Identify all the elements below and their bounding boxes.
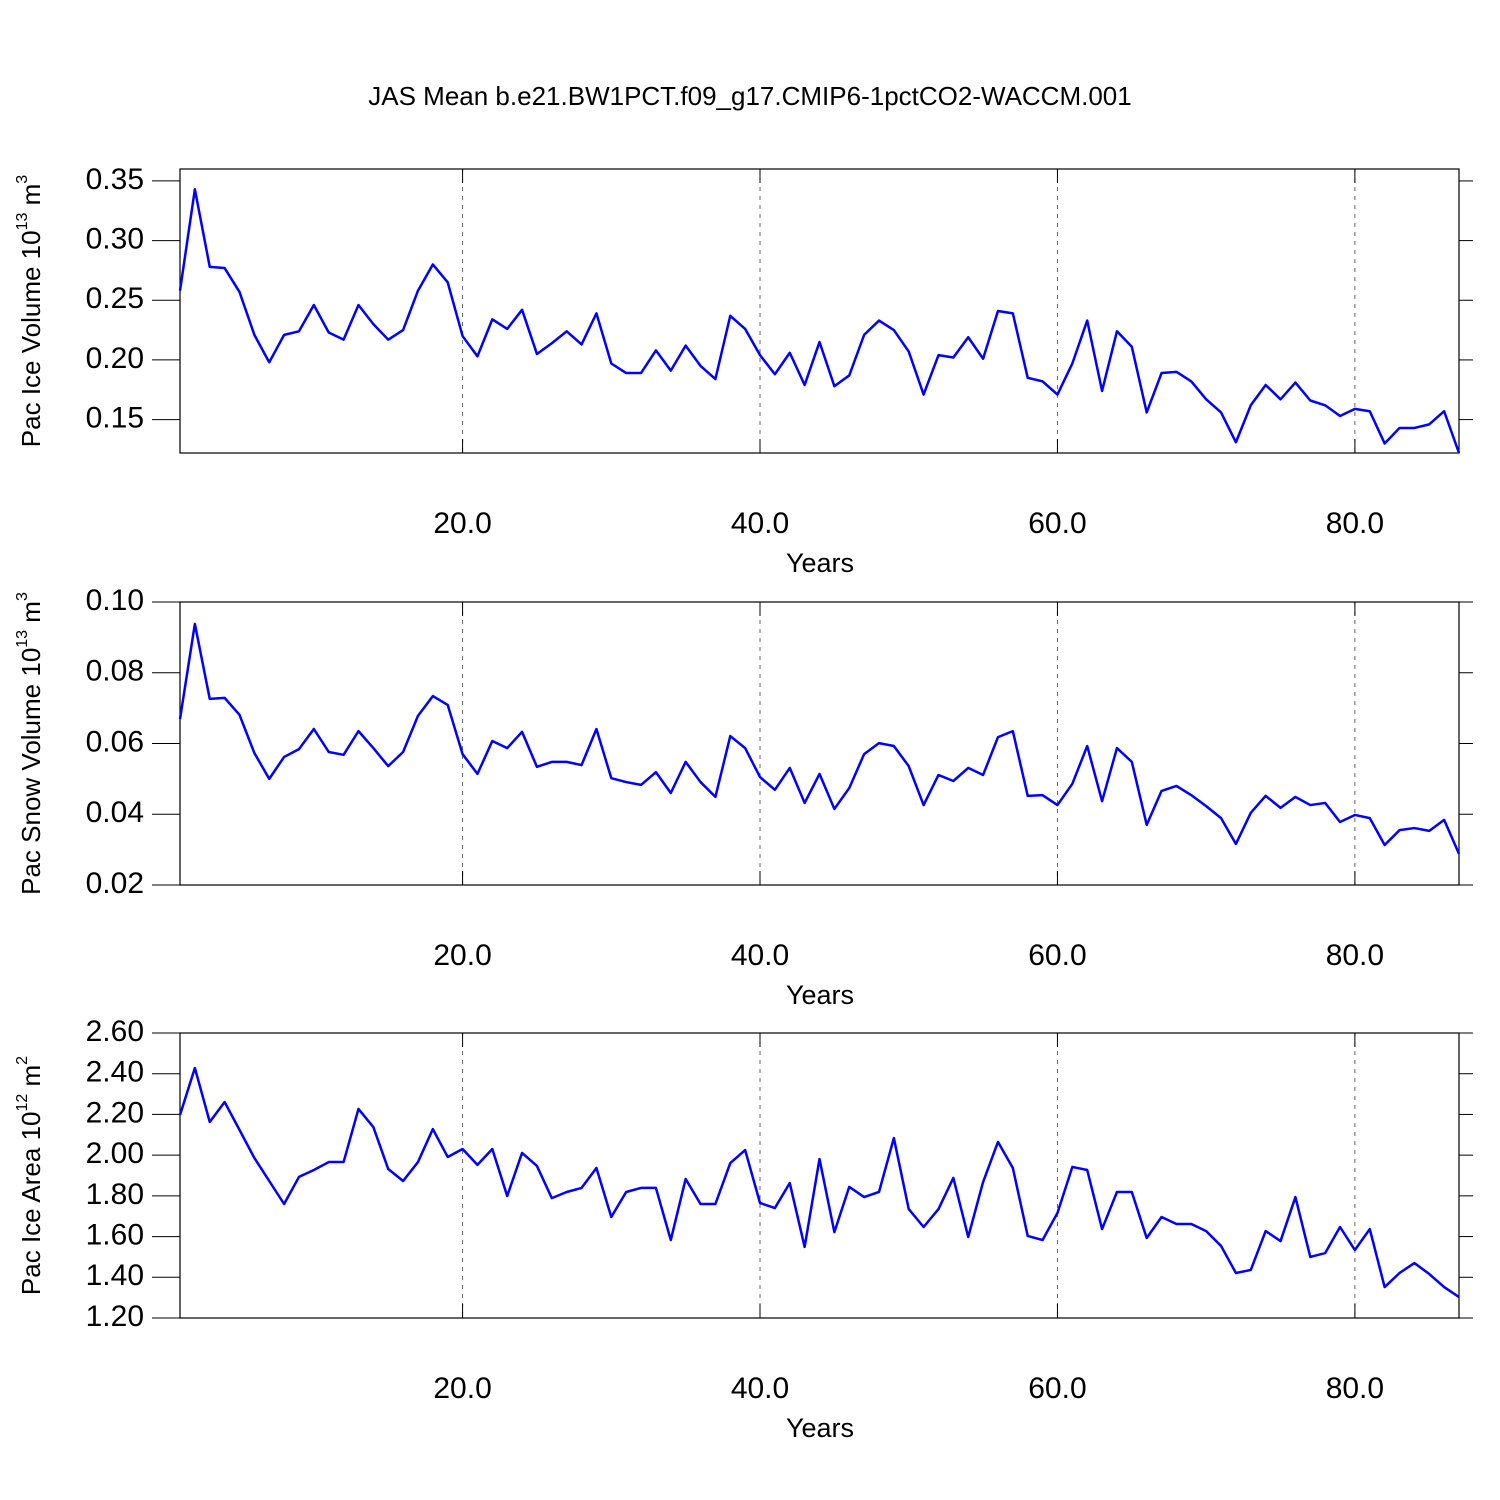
x-tick-label: 20.0 [433, 507, 491, 540]
y-tick-label: 1.80 [86, 1178, 144, 1211]
y-axis-label-superscript: 3 [14, 592, 31, 601]
data-line [178, 622, 1461, 855]
x-tick-label: 80.0 [1326, 1372, 1384, 1405]
y-axis-label-superscript: 13 [14, 212, 31, 230]
y-tick-label: 2.40 [86, 1056, 144, 1089]
plot-frame [179, 1032, 1460, 1319]
y-tick-label: 0.15 [86, 402, 144, 435]
y-tick-label: 0.06 [86, 725, 144, 758]
y-axis-label: Pac Ice Volume 1013 m3 [14, 175, 46, 448]
y-tick-label: 1.20 [86, 1300, 144, 1333]
x-tick-label: 20.0 [433, 939, 491, 972]
x-tick-label: 60.0 [1028, 507, 1086, 540]
plot-frame [179, 168, 1460, 454]
y-tick-label: 2.20 [86, 1096, 144, 1129]
y-tick-label: 2.00 [86, 1137, 144, 1170]
x-tick-label: 80.0 [1326, 507, 1384, 540]
y-axis-label-part: m [16, 601, 46, 630]
x-tick-label: 40.0 [731, 939, 789, 972]
data-line [178, 188, 1461, 454]
x-axis-label: Years [786, 548, 854, 578]
y-axis-label-superscript: 3 [14, 175, 31, 184]
x-tick-label: 80.0 [1326, 939, 1384, 972]
data-line [178, 1066, 1460, 1299]
x-axis-label: Years [786, 1413, 854, 1443]
y-tick-label: 0.30 [86, 223, 144, 256]
x-tick-label: 20.0 [433, 1372, 491, 1405]
y-tick-label: 2.60 [86, 1015, 144, 1048]
plot-frame [179, 601, 1460, 886]
y-tick-label: 1.60 [86, 1218, 144, 1251]
x-tick-label: 60.0 [1028, 1372, 1086, 1405]
y-axis-label-part: Pac Snow Volume 10 [16, 648, 46, 895]
x-tick-label: 60.0 [1028, 939, 1086, 972]
y-axis-label: Pac Snow Volume 1013 m3 [14, 592, 46, 895]
x-axis-label: Years [786, 980, 854, 1010]
y-tick-label: 0.20 [86, 342, 144, 375]
y-tick-label: 0.08 [86, 655, 144, 688]
y-tick-label: 0.25 [86, 282, 144, 315]
y-tick-label: 0.04 [86, 796, 144, 829]
x-tick-label: 40.0 [731, 507, 789, 540]
y-tick-label: 1.40 [86, 1259, 144, 1292]
figure-title: JAS Mean b.e21.BW1PCT.f09_g17.CMIP6-1pct… [368, 81, 1131, 111]
y-axis-label-part: Pac Ice Area 10 [16, 1112, 46, 1296]
y-axis-label-superscript: 2 [14, 1056, 31, 1065]
y-axis-label-part: Pac Ice Volume 10 [16, 230, 46, 447]
y-axis-label-part: m [16, 1065, 46, 1094]
y-tick-label: 0.10 [86, 584, 144, 617]
y-tick-label: 0.35 [86, 163, 144, 196]
y-axis-label-superscript: 12 [14, 1094, 31, 1112]
y-axis-label-superscript: 13 [14, 630, 31, 648]
y-axis-label: Pac Ice Area 1012 m2 [14, 1056, 46, 1295]
x-tick-label: 40.0 [731, 1372, 789, 1405]
y-tick-label: 0.02 [86, 867, 144, 900]
y-axis-label-part: m [16, 184, 46, 213]
